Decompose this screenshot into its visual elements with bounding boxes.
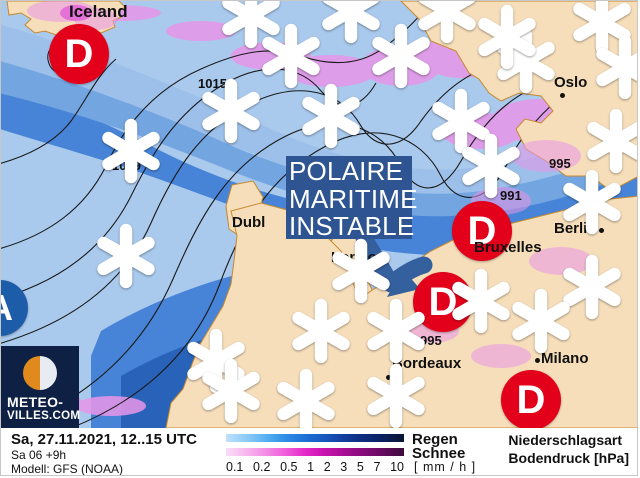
svg-text:995: 995 bbox=[549, 156, 571, 171]
